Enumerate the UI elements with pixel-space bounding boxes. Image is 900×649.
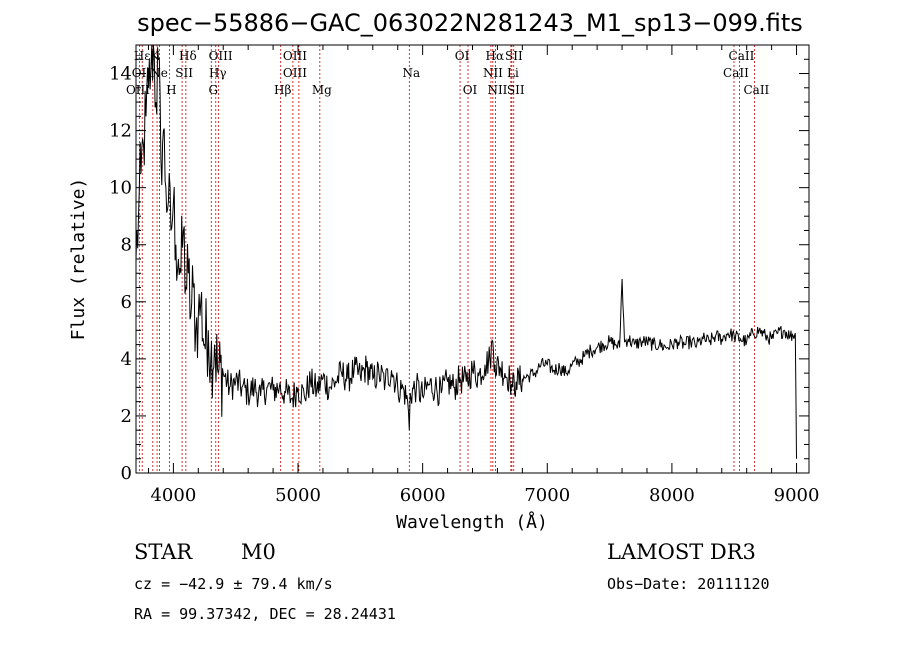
x-tick-label: 7000 bbox=[524, 485, 570, 506]
x-tick-label: 9000 bbox=[774, 485, 820, 506]
spectral-line-markers bbox=[138, 45, 755, 473]
line-label: OI bbox=[463, 83, 478, 97]
line-label: NII bbox=[483, 66, 503, 80]
x-axis-ticks: 4000 5000 6000 7000 8000 9000 bbox=[147, 45, 820, 506]
survey-name: LAMOST DR3 bbox=[607, 540, 756, 564]
y-tick-label: 8 bbox=[121, 235, 132, 256]
redshift-velocity: cz = −42.9 ± 79.4 km/s bbox=[134, 575, 333, 593]
line-label: Hδ bbox=[179, 49, 197, 63]
line-label: Hα bbox=[486, 49, 505, 63]
line-label: H bbox=[166, 83, 176, 97]
line-label: SII bbox=[507, 83, 525, 97]
y-tick-label: 2 bbox=[121, 406, 132, 427]
x-tick-label: 4000 bbox=[150, 485, 196, 506]
object-class: STAR bbox=[134, 540, 193, 564]
spectrum-series-line bbox=[135, 44, 797, 459]
line-label: OIII bbox=[209, 49, 233, 63]
y-tick-label: 4 bbox=[121, 349, 132, 370]
plot-frame bbox=[135, 44, 810, 474]
line-label: OIII bbox=[283, 66, 307, 80]
line-label: Hγ bbox=[209, 66, 227, 80]
line-label: Na bbox=[402, 66, 420, 80]
line-label: OIII bbox=[283, 49, 307, 63]
line-label: CaII bbox=[723, 66, 749, 80]
line-label: OII bbox=[132, 66, 152, 80]
y-axis-ticks: 0 2 4 6 8 10 12 14 bbox=[109, 58, 809, 484]
line-label: Li bbox=[507, 66, 519, 80]
line-label: OI bbox=[455, 49, 470, 63]
x-tick-label: 8000 bbox=[649, 485, 695, 506]
line-label: K bbox=[150, 49, 160, 63]
x-tick-label: 5000 bbox=[275, 485, 321, 506]
object-subclass: M0 bbox=[241, 540, 276, 564]
chart-title: spec−55886−GAC_063022N281243_M1_sp13−099… bbox=[137, 9, 803, 37]
y-tick-label: 10 bbox=[109, 178, 132, 199]
x-axis-label: Wavelength (Å) bbox=[396, 511, 548, 533]
y-tick-label: 12 bbox=[109, 121, 132, 142]
y-tick-label: 0 bbox=[121, 463, 132, 484]
y-axis-label: Flux (relative) bbox=[68, 178, 89, 341]
line-label: Hβ bbox=[274, 83, 291, 97]
line-label: G bbox=[208, 83, 218, 97]
line-label: CaII bbox=[743, 83, 769, 97]
x-tick-label: 6000 bbox=[400, 485, 446, 506]
line-label: NII bbox=[487, 83, 507, 97]
line-label: SII bbox=[175, 66, 193, 80]
line-label: SII bbox=[505, 49, 523, 63]
y-tick-label: 14 bbox=[109, 64, 132, 85]
observation-date: Obs−Date: 20111120 bbox=[607, 575, 770, 593]
line-label: Mg bbox=[312, 83, 332, 97]
coordinates: RA = 99.37342, DEC = 28.24431 bbox=[134, 605, 396, 623]
line-label: OIII bbox=[126, 83, 150, 97]
y-tick-label: 6 bbox=[121, 292, 132, 313]
line-label: CaII bbox=[729, 49, 755, 63]
